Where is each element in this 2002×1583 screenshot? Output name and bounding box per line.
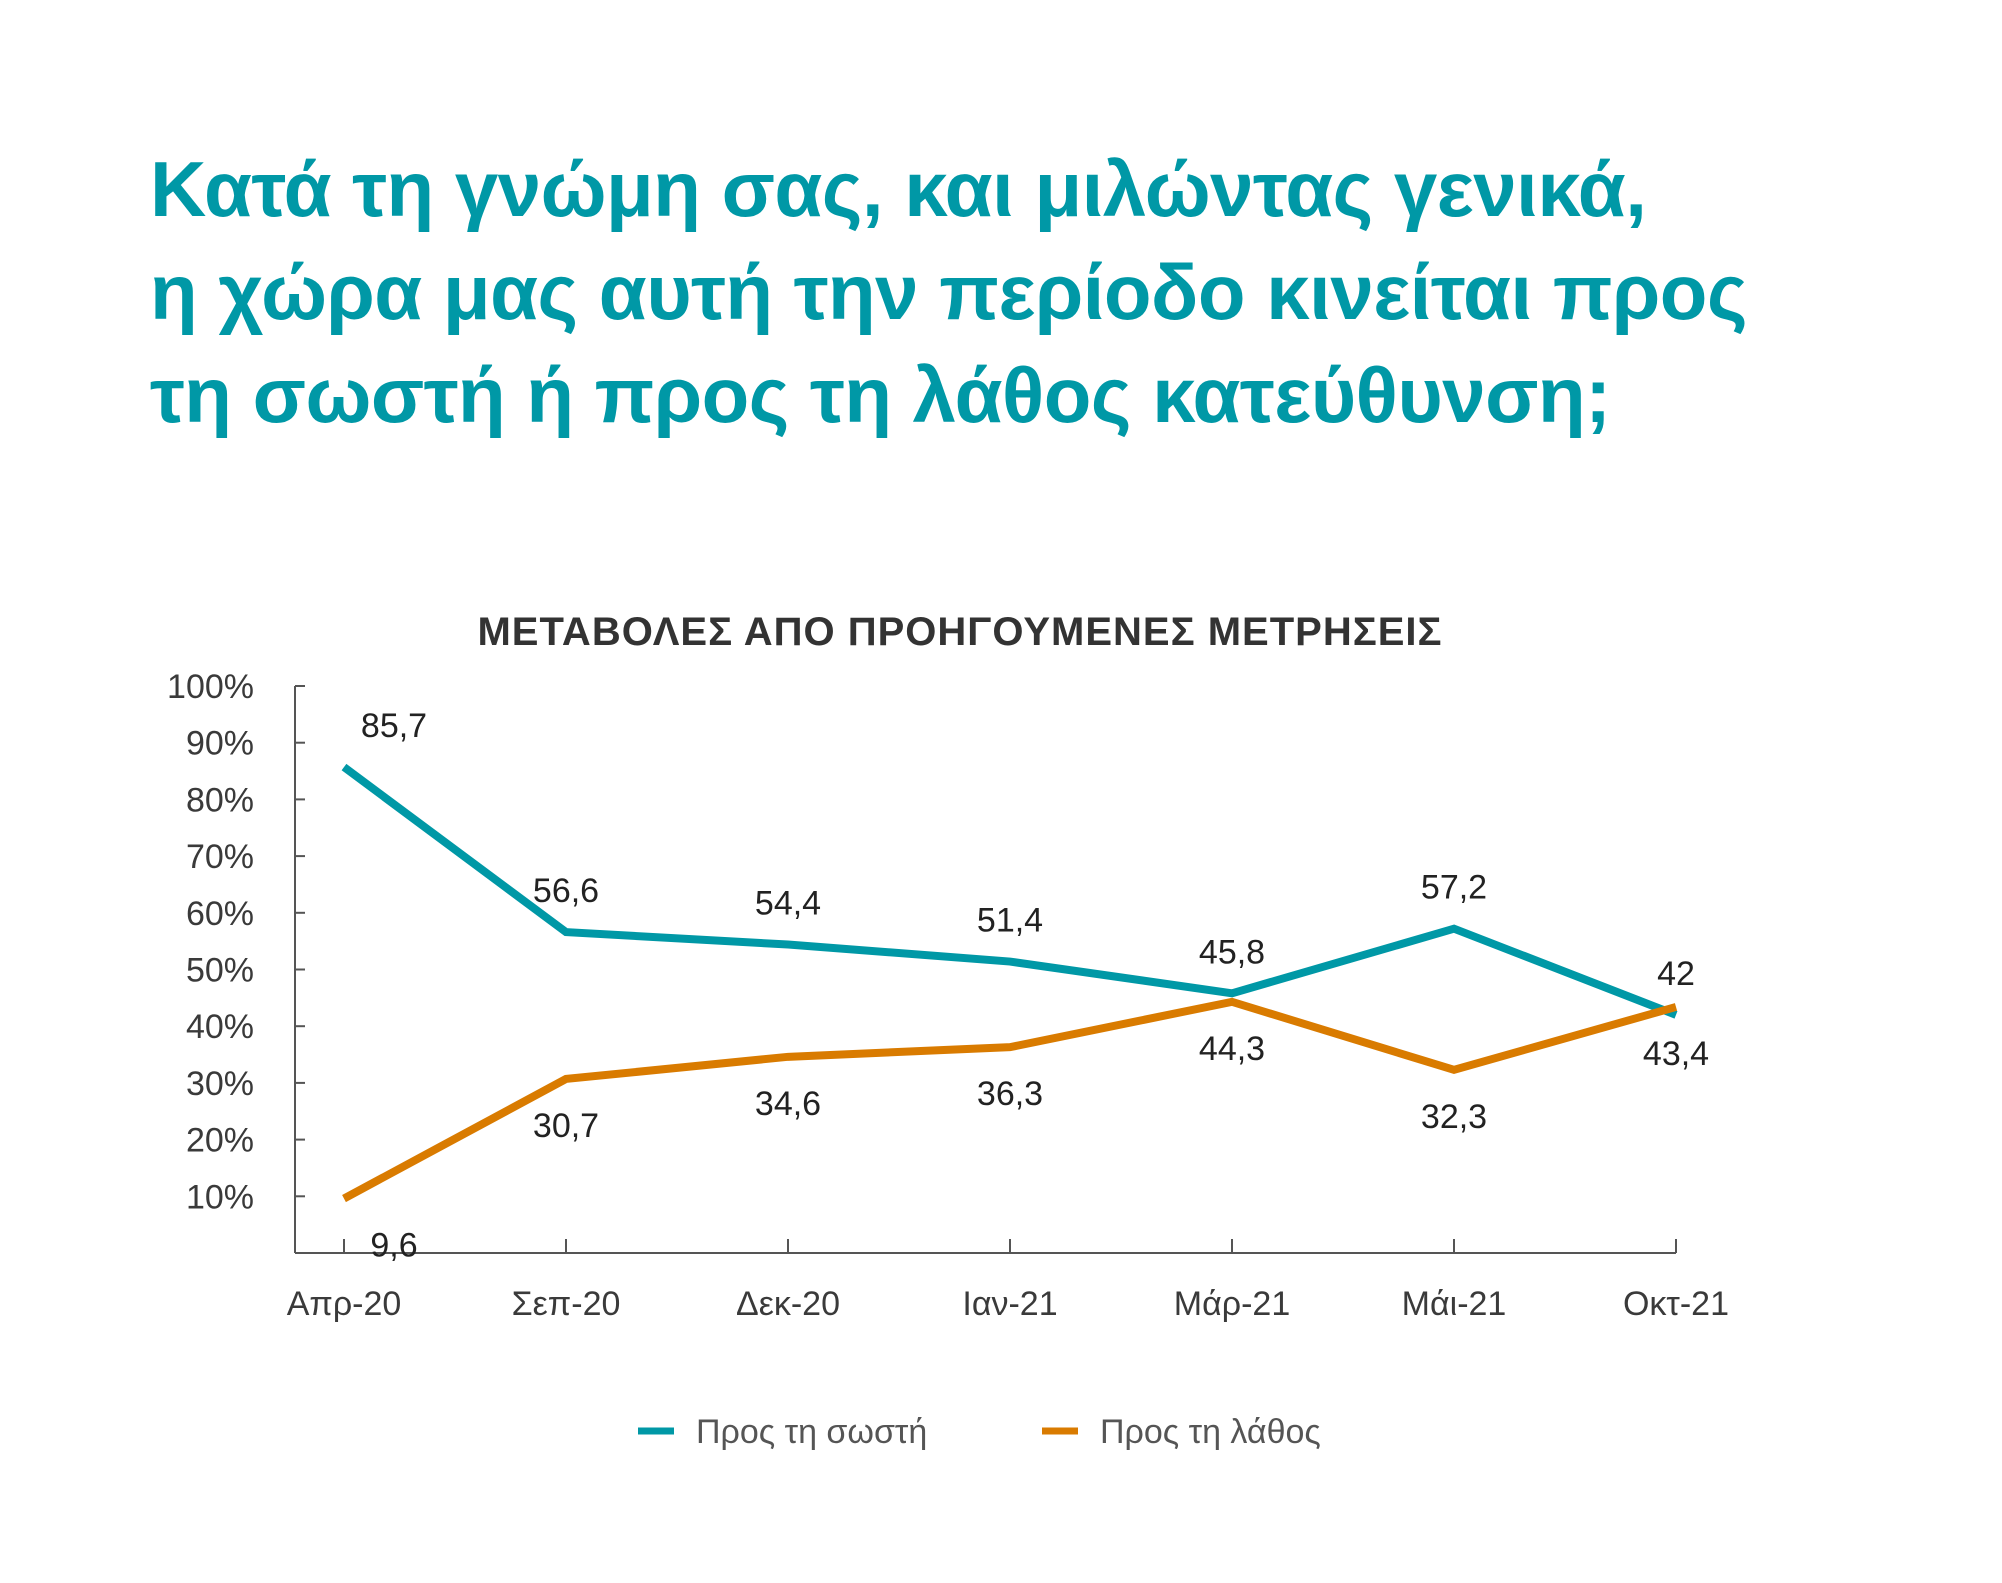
y-tick-label: 30% <box>186 1065 254 1103</box>
y-tick-label: 90% <box>186 725 254 763</box>
title-line: τη σωστή ή προς τη λάθος κατεύθυνση; <box>150 351 1611 439</box>
data-label: 51,4 <box>977 902 1043 940</box>
y-tick-label: 20% <box>186 1122 254 1160</box>
y-tick-label: 10% <box>186 1178 254 1216</box>
x-tick-label: Σεπ-20 <box>512 1285 621 1323</box>
data-label: 9,6 <box>370 1227 417 1265</box>
data-label: 32,3 <box>1421 1098 1487 1136</box>
data-label: 34,6 <box>755 1085 821 1123</box>
legend-label: Προς τη σωστή <box>696 1413 927 1451</box>
data-label: 54,4 <box>755 885 821 923</box>
x-tick-label: Μάρ-21 <box>1174 1285 1290 1323</box>
chart-title: ΜΕΤΑΒΟΛΕΣ ΑΠΟ ΠΡΟΗΓΟΥΜΕΝΕΣ ΜΕΤΡΗΣΕΙΣ <box>477 610 1442 654</box>
data-label: 36,3 <box>977 1075 1043 1113</box>
page-title: Κατά τη γνώμη σας, και μιλώντας γενικά, … <box>150 138 1748 447</box>
x-tick-label: Δεκ-20 <box>736 1285 840 1323</box>
data-label: 45,8 <box>1199 933 1265 971</box>
y-tick-label: 40% <box>186 1008 254 1046</box>
x-tick-label: Μάι-21 <box>1402 1285 1507 1323</box>
y-tick-label: 70% <box>186 838 254 876</box>
legend-label: Προς τη λάθος <box>1100 1413 1321 1451</box>
y-tick-label: 80% <box>186 781 254 819</box>
title-line: η χώρα μας αυτή την περίοδο κινείται προ… <box>150 248 1748 336</box>
y-tick-label: 100% <box>167 668 254 706</box>
x-tick-label: Οκτ-21 <box>1623 1285 1729 1323</box>
y-tick-label: 60% <box>186 895 254 933</box>
data-label: 56,6 <box>533 872 599 910</box>
data-label: 57,2 <box>1421 869 1487 907</box>
title-line: Κατά τη γνώμη σας, και μιλώντας γενικά, <box>150 145 1647 233</box>
data-label: 42 <box>1657 955 1695 993</box>
data-label: 30,7 <box>533 1107 599 1145</box>
x-tick-label: Ιαν-21 <box>962 1285 1057 1323</box>
data-label: 44,3 <box>1199 1030 1265 1068</box>
data-label: 85,7 <box>361 707 427 745</box>
x-tick-label: Απρ-20 <box>287 1285 402 1323</box>
y-tick-label: 50% <box>186 952 254 990</box>
data-label: 43,4 <box>1643 1035 1709 1073</box>
